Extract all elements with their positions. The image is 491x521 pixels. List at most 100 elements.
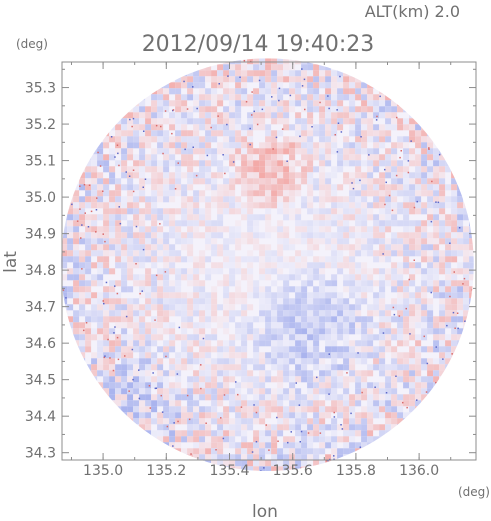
radar-speckle [138,397,141,400]
radar-cell [229,394,236,401]
radar-cell [265,88,272,95]
radar-cell [241,400,248,407]
radar-cell [319,460,326,467]
radar-cell [325,352,332,359]
radar-cell [415,364,422,371]
radar-cell [115,226,122,233]
radar-cell [217,118,224,125]
radar-cell [181,304,188,311]
radar-cell [337,220,344,227]
radar-cell [361,316,368,323]
plot-frame [61,61,477,461]
radar-cell [451,274,458,281]
radar-cell [361,214,368,221]
radar-cell [295,232,302,239]
radar-cell [361,124,368,131]
radar-cell [229,358,236,365]
radar-cell [289,268,296,275]
radar-cell [271,394,278,401]
radar-cell [313,100,320,107]
radar-cell [133,196,140,203]
radar-cell [307,82,314,89]
radar-cell [103,184,110,191]
radar-cell [109,124,116,131]
radar-cell [325,160,332,167]
radar-cell [187,322,194,329]
radar-cell [289,124,296,131]
radar-cell [121,280,128,287]
radar-cell [427,238,434,245]
radar-cell [403,400,410,407]
radar-speckle [164,110,167,112]
radar-cell [253,286,260,293]
radar-cell [283,358,290,365]
radar-cell [259,148,266,155]
radar-cell [241,130,248,137]
radar-speckle [333,411,335,414]
radar-cell [319,226,326,233]
radar-cell [61,244,68,251]
radar-cell [373,148,380,155]
radar-speckle [132,378,134,381]
radar-cell [331,400,338,407]
radar-cell [205,118,212,125]
radar-cell [337,454,344,461]
radar-cell [217,400,224,407]
radar-speckle [357,352,359,354]
radar-cell [241,316,248,323]
radar-cell [169,184,176,191]
radar-cell [451,304,458,311]
radar-cell [343,334,350,341]
radar-cell [139,340,146,347]
radar-cell [373,178,380,185]
radar-cell [319,352,326,359]
radar-cell [265,184,272,191]
radar-cell [457,286,464,293]
radar-cell [325,280,332,287]
radar-cell [67,328,74,335]
radar-cell [277,406,284,413]
radar-cell [409,364,416,371]
radar-cell [391,148,398,155]
radar-cell [193,130,200,137]
radar-cell [211,88,218,95]
radar-cell [211,334,218,341]
radar-speckle [286,160,288,162]
radar-cell [151,154,158,161]
radar-cell [331,82,338,89]
radar-cell [109,202,116,209]
radar-cell [97,304,104,311]
radar-speckle [287,441,289,444]
radar-cell [169,250,176,257]
radar-cell [91,304,98,311]
radar-cell [361,94,368,101]
radar-field [61,58,474,471]
radar-cell [229,136,236,143]
radar-cell [169,112,176,119]
radar-cell [301,118,308,125]
radar-cell [307,160,314,167]
radar-cell [133,256,140,263]
radar-cell [97,310,104,317]
radar-cell [211,118,218,125]
radar-cell [349,112,356,119]
radar-cell [157,316,164,323]
radar-speckle [410,140,412,142]
radar-cell [247,100,254,107]
radar-cell [367,268,374,275]
radar-cell [385,304,392,311]
radar-cell [205,274,212,281]
radar-cell [121,112,128,119]
radar-cell [229,340,236,347]
radar-cell [121,130,128,137]
radar-cell [355,376,362,383]
radar-cell [193,388,200,395]
radar-cell [415,196,422,203]
radar-cell [211,154,218,161]
radar-cell [85,250,92,257]
radar-cell [85,220,92,227]
radar-cell [343,112,350,119]
radar-cell [121,226,128,233]
radar-speckle [304,108,306,111]
radar-cell [331,112,338,119]
